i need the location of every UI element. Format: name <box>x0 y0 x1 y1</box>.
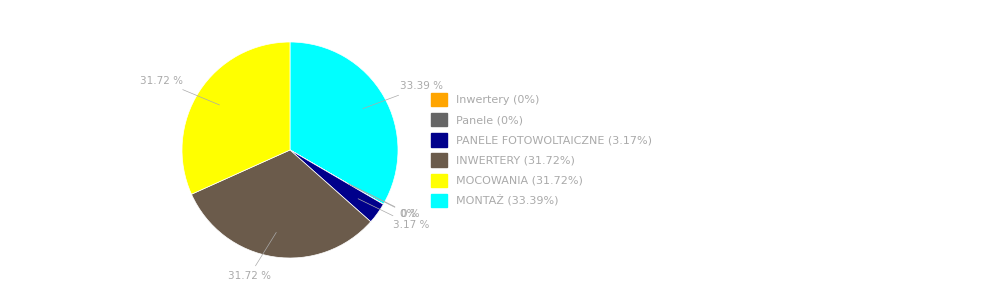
Wedge shape <box>290 150 383 204</box>
Wedge shape <box>290 42 398 204</box>
Wedge shape <box>191 150 371 258</box>
Wedge shape <box>290 150 383 204</box>
Text: 33.39 %: 33.39 % <box>363 82 443 109</box>
Text: 0%: 0% <box>348 184 417 219</box>
Text: 31.72 %: 31.72 % <box>140 76 219 105</box>
Legend: Inwertery (0%), Panele (0%), PANELE FOTOWOLTAICZNE (3.17%), INWERTERY (31.72%), : Inwertery (0%), Panele (0%), PANELE FOTO… <box>425 87 658 213</box>
Wedge shape <box>182 42 290 194</box>
Text: 31.72 %: 31.72 % <box>228 232 276 281</box>
Text: 3.17 %: 3.17 % <box>358 199 430 230</box>
Text: 0 %: 0 % <box>348 184 420 219</box>
Wedge shape <box>290 150 383 222</box>
